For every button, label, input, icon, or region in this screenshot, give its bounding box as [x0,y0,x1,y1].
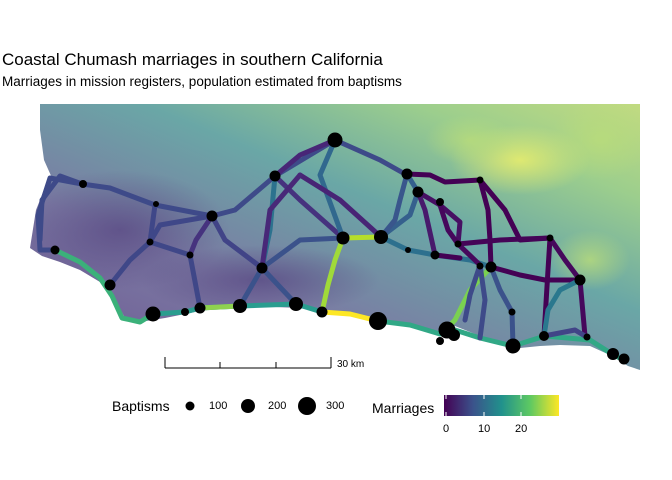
color-legend-tick-0: 0 [443,423,450,435]
village-point [289,297,303,311]
size-legend-dot-300 [298,397,316,415]
village-point [574,274,586,286]
village-point [186,251,194,259]
village-point [145,306,161,322]
village-point [485,261,497,273]
village-point [104,279,116,291]
village-point [618,353,630,365]
village-point [181,308,189,316]
village-point [206,210,218,222]
village-point [194,302,206,314]
village-point [448,329,460,341]
village-point [327,132,343,148]
village-point [153,201,159,207]
size-legend-symbols [185,397,316,415]
size-legend-label-100: 100 [209,400,228,412]
map-subtitle: Marriages in mission registers, populati… [2,74,402,89]
map-title: Coastal Chumash marriages in southern Ca… [2,50,383,69]
village-point [607,348,619,360]
village-point [269,170,281,182]
color-legend-tick-10: 10 [478,423,491,435]
color-legend-tick-20: 20 [515,423,528,435]
village-point [436,337,444,345]
route-coast-west [52,247,156,325]
village-point [374,230,388,244]
route-coast-yellow [319,309,381,324]
village-point [508,308,516,316]
village-point [546,234,554,242]
size-legend-dot-100 [185,401,195,411]
village-point [476,262,484,270]
village-point [412,186,424,198]
route-coast-east [375,318,627,363]
village-point [316,306,328,318]
village-point [336,231,350,245]
scale-bar-label: 30 km [337,359,364,370]
village-point [256,262,268,274]
colorbar [444,395,559,416]
village-point [476,176,484,184]
size-legend-label-200: 200 [268,400,287,412]
size-legend-dot-200 [241,399,255,413]
colorbar-gradient [444,395,559,416]
village-point [430,250,440,260]
village-point [146,238,154,246]
village-point [539,331,549,341]
size-legend-title: Baptisms [112,398,170,414]
village-point [401,168,413,180]
village-point [369,312,387,330]
village-point [583,333,591,341]
scale-bar [164,357,332,369]
village-points [50,132,630,365]
village-point [50,245,60,255]
village-point [454,240,462,248]
village-point [79,180,87,188]
village-point [436,198,444,206]
village-point [505,338,521,354]
size-legend-label-300: 300 [326,400,345,412]
village-point [233,299,247,313]
village-point [405,247,411,253]
color-legend-title: Marriages [372,400,435,416]
